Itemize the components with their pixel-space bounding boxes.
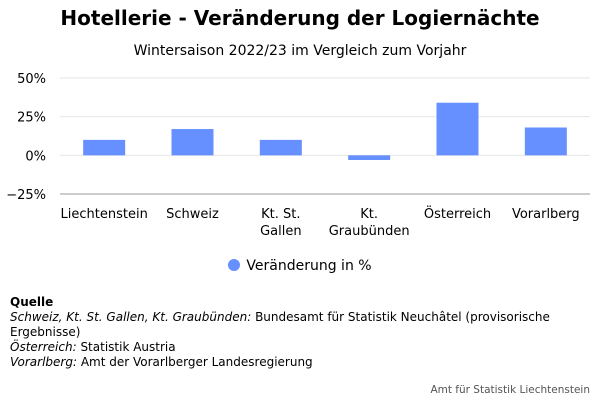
y-tick-label: 0%: [25, 149, 46, 164]
source-line: Schweiz, Kt. St. Gallen, Kt. Graubünden:…: [10, 310, 590, 340]
bar-chart: −25% 0% 25% 50% Liechtenstein Schweiz Kt. St. G…: [6, 72, 590, 239]
source-text: Statistik Austria: [76, 340, 176, 354]
source-line: Österreich: Statistik Austria: [10, 340, 590, 355]
x-tick-label: Schweiz: [166, 207, 219, 222]
x-tick-label: Vorarlberg: [512, 207, 580, 222]
bar: [171, 129, 214, 156]
legend-label: Veränderung in %: [246, 258, 372, 274]
bar: [524, 127, 567, 156]
source-text: Bundesamt für Statistik Neuchâtel (provi…: [10, 310, 550, 339]
source-text: Amt der Vorarlberger Landesregierung: [77, 355, 313, 369]
legend-marker-icon: [228, 259, 241, 271]
y-tick-label: −25%: [6, 188, 46, 203]
bar: [259, 139, 302, 156]
x-tick-label: Kt. Graubünden: [329, 207, 410, 239]
source-heading: Quelle: [10, 295, 54, 309]
credit-text[interactable]: Amt für Statistik Liechtenstein: [430, 384, 590, 396]
legend[interactable]: Veränderung in %: [0, 258, 600, 274]
chart-title: Hotellerie - Veränderung der Logiernächt…: [60, 6, 540, 30]
bar: [83, 139, 126, 156]
bar: [348, 155, 391, 160]
y-tick-label: 50%: [17, 72, 46, 87]
source-label: Schweiz, Kt. St. Gallen, Kt. Graubünden:: [10, 310, 252, 324]
source-label: Vorarlberg:: [10, 355, 77, 369]
x-tick-label: Liechtenstein: [61, 207, 148, 222]
chart-subtitle: Wintersaison 2022/23 im Vergleich zum Vo…: [133, 43, 467, 59]
x-tick-label: Österreich: [424, 205, 491, 222]
source-notes: Quelle Schweiz, Kt. St. Gallen, Kt. Grau…: [10, 295, 590, 370]
source-label: Österreich:: [10, 340, 77, 354]
bar: [436, 102, 479, 156]
x-tick-label: Kt. St. Gallen: [260, 207, 302, 239]
source-line: Vorarlberg: Amt der Vorarlberger Landesr…: [10, 355, 590, 370]
y-tick-label: 25%: [17, 111, 46, 126]
